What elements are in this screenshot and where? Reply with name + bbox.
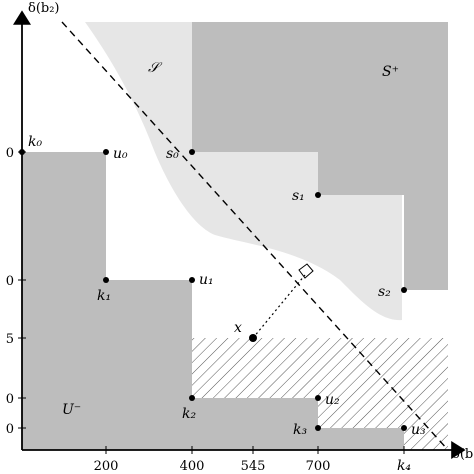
x-axis-title: δ(b — [452, 447, 473, 462]
x-tick-label: 400 — [180, 459, 205, 474]
label-u2: u₂ — [325, 392, 340, 408]
label-u0: u₀ — [113, 146, 128, 162]
point-k3 — [315, 425, 321, 431]
point-s2 — [401, 287, 407, 293]
region-s — [85, 22, 402, 321]
x-tick-marks — [105, 446, 405, 454]
region-u-minus — [22, 152, 404, 450]
x-tick-label: k₄ — [397, 458, 411, 474]
label-x: x — [234, 320, 242, 336]
point-k2 — [189, 395, 195, 401]
y-tick-label: 0 — [6, 392, 14, 407]
point-k1 — [103, 277, 109, 283]
x-tick-label: 545 — [241, 459, 266, 474]
point-s1 — [315, 192, 321, 198]
region-u-minus-label: U⁻ — [62, 402, 81, 418]
label-k0: k₀ — [28, 134, 42, 150]
label-s0: s₀ — [166, 146, 179, 162]
y-tick-label: 0 — [6, 422, 14, 437]
label-k3: k₃ — [293, 422, 307, 438]
point-u2 — [315, 395, 321, 401]
point-s0 — [189, 149, 195, 155]
label-k1: k₁ — [97, 288, 111, 304]
region-s-plus-label: S⁺ — [382, 64, 399, 80]
x-tick-label: 200 — [94, 459, 119, 474]
label-s1: s₁ — [292, 188, 305, 204]
y-tick-label: 0 — [6, 146, 14, 161]
point-x — [249, 334, 257, 342]
region-hatched — [192, 338, 448, 450]
y-tick-label: 5 — [6, 332, 14, 347]
point-u3 — [401, 425, 407, 431]
label-u3: u₃ — [411, 422, 426, 438]
point-k0 — [19, 149, 25, 155]
point-u1 — [189, 277, 195, 283]
x-tick-label: 700 — [306, 459, 331, 474]
points — [19, 149, 407, 431]
label-u1: u₁ — [199, 272, 214, 288]
right-angle-marker — [298, 263, 314, 279]
point-u0 — [103, 149, 109, 155]
y-tick-label: 0 — [6, 274, 14, 289]
dashed-boundary-line — [61, 21, 449, 451]
y-axis-title: δ(b₂) — [28, 1, 60, 16]
dotted-projection-line — [252, 274, 306, 339]
region-s-plus — [192, 22, 448, 290]
label-s2: s₂ — [378, 284, 391, 300]
label-k2: k₂ — [182, 406, 196, 422]
